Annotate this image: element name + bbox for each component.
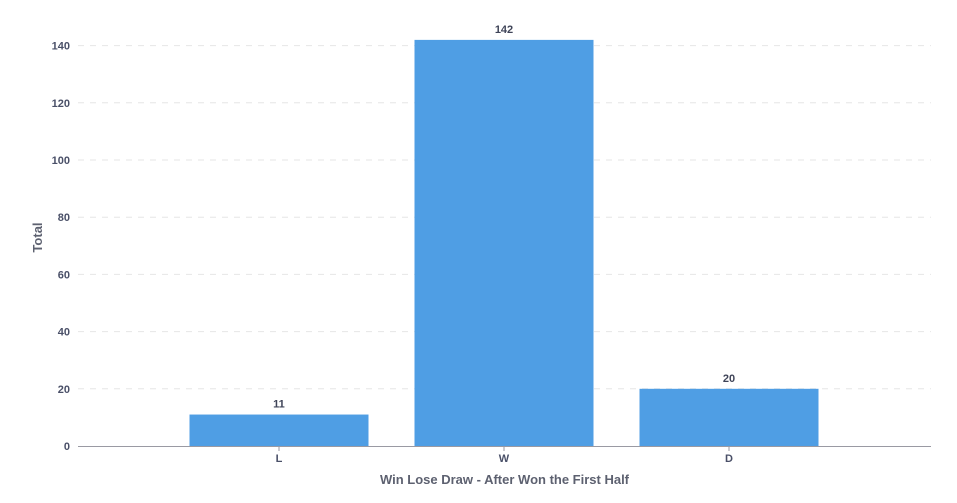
x-tick-label-w: W	[499, 453, 510, 465]
data-labels: 11 142 20	[273, 24, 735, 411]
bar-l	[189, 414, 369, 446]
y-tick-label: 40	[58, 327, 70, 339]
x-tick-label-d: D	[725, 453, 733, 465]
y-tick-label: 100	[52, 155, 70, 167]
bars	[189, 39, 819, 446]
x-axis-title: Win Lose Draw - After Won the First Half	[380, 472, 630, 487]
data-label-d: 20	[723, 373, 735, 385]
y-axis-title: Total	[30, 222, 45, 252]
data-label-w: 142	[495, 24, 513, 36]
data-label-l: 11	[273, 399, 285, 411]
y-tick-label: 80	[58, 212, 70, 224]
y-tick-label: 20	[58, 384, 70, 396]
y-axis-ticks: 0 20 40 60 80 100 120 140	[52, 41, 70, 453]
bar-d	[639, 388, 819, 446]
y-tick-label: 0	[64, 441, 70, 453]
bar-w	[414, 39, 594, 446]
y-tick-label: 60	[58, 269, 70, 281]
y-tick-label: 120	[52, 98, 70, 110]
x-tick-label-l: L	[276, 453, 283, 465]
y-tick-label: 140	[52, 41, 70, 53]
